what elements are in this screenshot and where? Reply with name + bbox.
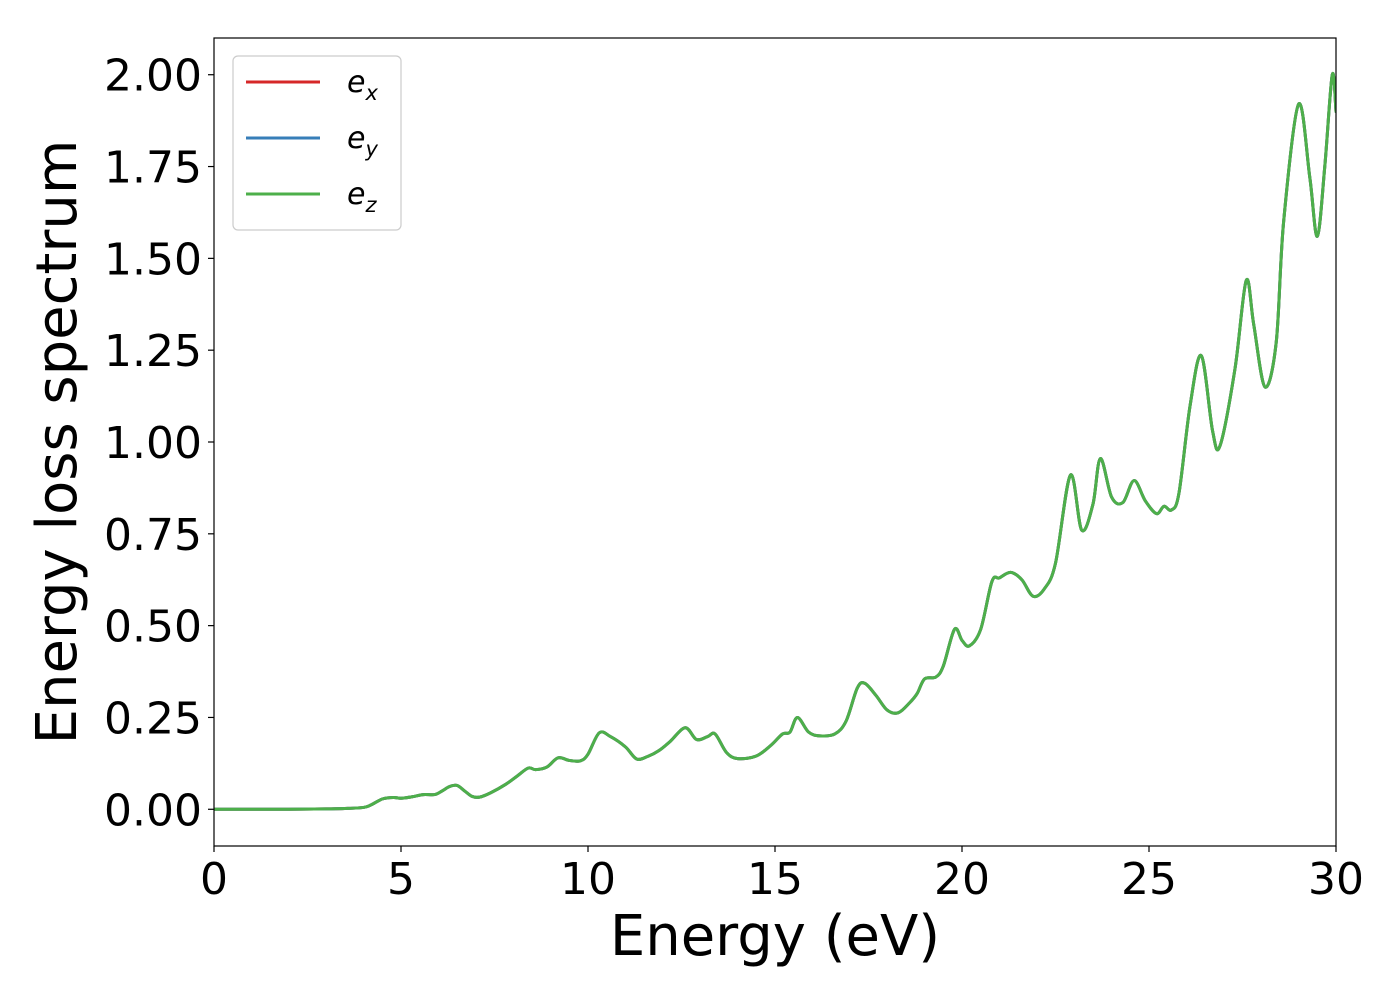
y-tick-label: 0.50 (104, 602, 202, 653)
x-tick-label: 25 (1121, 854, 1177, 905)
y-axis-title: Energy loss spectrum (25, 140, 90, 745)
y-tick-label: 1.00 (104, 418, 202, 469)
x-tick-label: 20 (934, 854, 990, 905)
series-line-ez (214, 71, 1336, 811)
legend-box (232, 55, 402, 231)
x-tick-label: 0 (200, 854, 228, 905)
y-tick-label: 0.75 (104, 510, 202, 561)
y-axis: 0.00 0.25 0.50 0.75 1.00 1.25 1.50 1.75 2.00 (104, 51, 214, 836)
y-tick-label: 2.00 (104, 51, 202, 102)
legend-label-y: ey (347, 121, 378, 161)
x-axis-title: Energy (eV) (610, 904, 940, 969)
y-tick-label: 0.25 (104, 693, 202, 744)
y-tick-label: 1.50 (104, 234, 202, 285)
series-layer (214, 71, 1336, 811)
x-tick-label: 15 (747, 854, 803, 905)
legend-label-x: ex (347, 65, 378, 105)
x-tick-label: 30 (1308, 854, 1364, 905)
y-tick-label: 0.00 (104, 785, 202, 836)
x-axis: 0 5 10 15 20 25 30 (200, 846, 1364, 905)
legend-label-z: ez (347, 177, 377, 217)
legend: ex ey ez (232, 55, 402, 231)
y-tick-label: 1.25 (104, 326, 202, 377)
x-tick-label: 10 (560, 854, 616, 905)
x-tick-label: 5 (387, 854, 415, 905)
y-tick-label: 1.75 (104, 143, 202, 194)
